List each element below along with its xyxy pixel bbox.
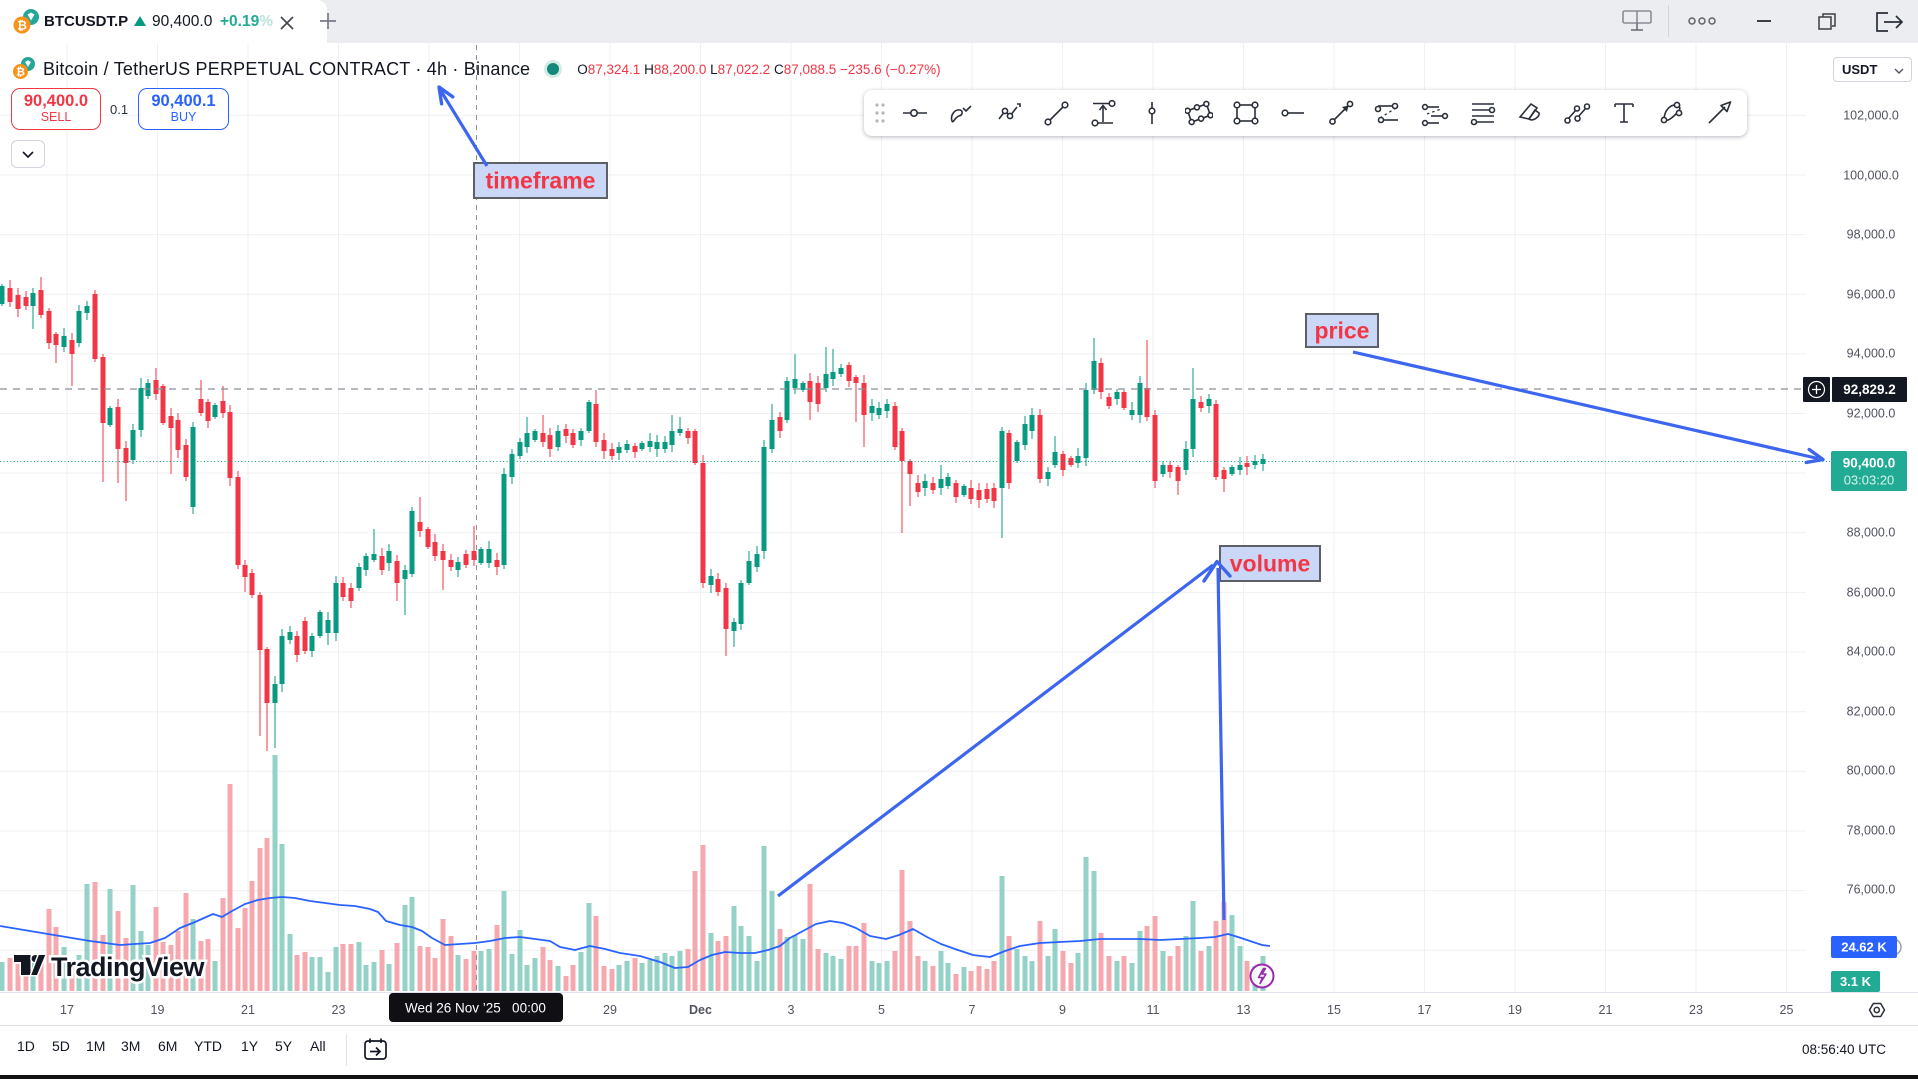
svg-text:82,000.0: 82,000.0 bbox=[1847, 705, 1896, 719]
svg-text:90,400.0: 90,400.0 bbox=[1843, 456, 1896, 471]
svg-text:29: 29 bbox=[603, 1003, 617, 1017]
svg-text:volume: volume bbox=[1230, 551, 1311, 577]
svg-text:TradingView: TradingView bbox=[51, 952, 206, 982]
svg-text:96,000.0: 96,000.0 bbox=[1847, 288, 1896, 302]
svg-text:21: 21 bbox=[241, 1003, 255, 1017]
svg-text:100,000.0: 100,000.0 bbox=[1843, 169, 1899, 183]
svg-text:92,829.2: 92,829.2 bbox=[1843, 382, 1896, 397]
svg-text:7: 7 bbox=[969, 1003, 976, 1017]
svg-text:3.1 K: 3.1 K bbox=[1840, 974, 1872, 989]
svg-text:92,000.0: 92,000.0 bbox=[1847, 407, 1896, 421]
svg-text:Wed 26 Nov ’25 00:00: Wed 26 Nov ’25 00:00 bbox=[405, 1001, 546, 1016]
svg-text:₿: ₿ bbox=[17, 19, 27, 33]
svg-text:13: 13 bbox=[1237, 1003, 1251, 1017]
svg-text:102,000.0: 102,000.0 bbox=[1843, 109, 1899, 123]
svg-text:84,000.0: 84,000.0 bbox=[1847, 645, 1896, 659]
svg-text:15: 15 bbox=[1327, 1003, 1341, 1017]
svg-text:17: 17 bbox=[1418, 1003, 1432, 1017]
svg-text:76,000.0: 76,000.0 bbox=[1847, 883, 1896, 897]
svg-text:25: 25 bbox=[1780, 1003, 1794, 1017]
svg-text:price: price bbox=[1315, 318, 1370, 344]
svg-text:9: 9 bbox=[1059, 1003, 1066, 1017]
svg-text:94,000.0: 94,000.0 bbox=[1847, 347, 1896, 361]
svg-text:23: 23 bbox=[1689, 1003, 1703, 1017]
svg-text:5: 5 bbox=[878, 1003, 885, 1017]
svg-text:23: 23 bbox=[332, 1003, 346, 1017]
svg-text:86,000.0: 86,000.0 bbox=[1847, 586, 1896, 600]
svg-text:11: 11 bbox=[1147, 1003, 1160, 1017]
svg-text:88,000.0: 88,000.0 bbox=[1847, 526, 1896, 540]
svg-text:3: 3 bbox=[788, 1003, 795, 1017]
svg-text:Dec: Dec bbox=[689, 1003, 712, 1017]
svg-text:80,000.0: 80,000.0 bbox=[1847, 764, 1896, 778]
svg-text:19: 19 bbox=[151, 1003, 165, 1017]
svg-text:₿: ₿ bbox=[16, 67, 25, 79]
svg-text:timeframe: timeframe bbox=[486, 168, 596, 194]
svg-text:19: 19 bbox=[1508, 1003, 1522, 1017]
svg-text:17: 17 bbox=[60, 1003, 74, 1017]
svg-text:03:03:20: 03:03:20 bbox=[1844, 473, 1895, 488]
svg-text:98,000.0: 98,000.0 bbox=[1847, 228, 1896, 242]
svg-text:24.62 K: 24.62 K bbox=[1841, 940, 1887, 955]
svg-text:21: 21 bbox=[1599, 1003, 1613, 1017]
svg-text:78,000.0: 78,000.0 bbox=[1847, 824, 1896, 838]
